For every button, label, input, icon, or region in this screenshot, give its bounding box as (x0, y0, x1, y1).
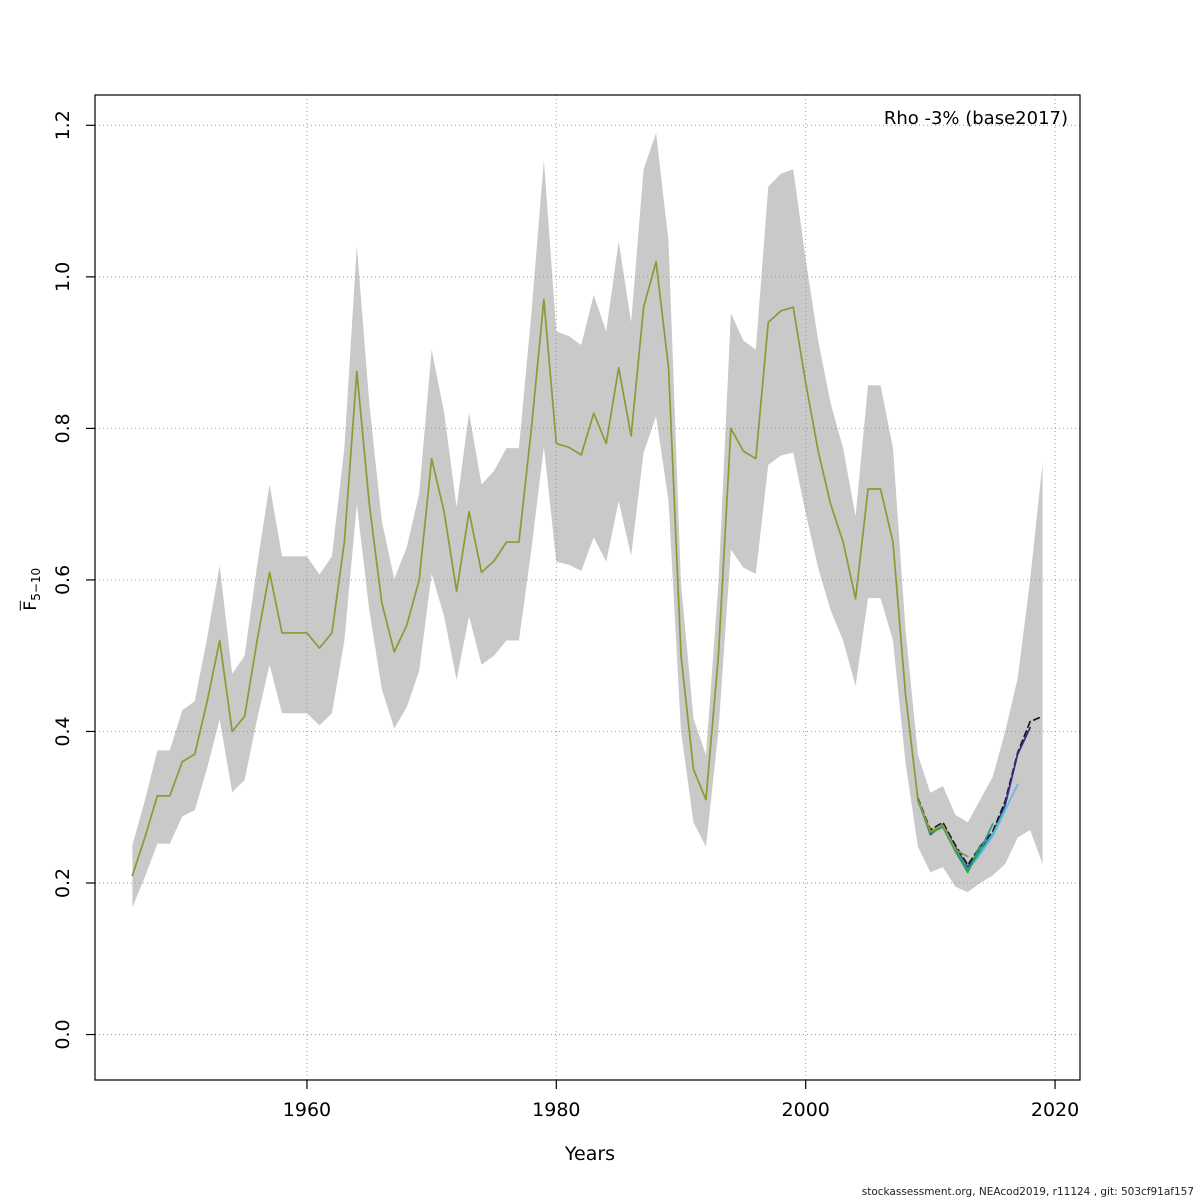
y-axis-label-subscript: 5−10 (29, 567, 44, 601)
x-axis-label: Years (564, 1143, 616, 1165)
y-tick-label: 0.4 (52, 716, 74, 746)
x-tick-label: 2000 (782, 1099, 830, 1121)
y-tick-label: 0.6 (52, 565, 74, 595)
y-tick-label: 0.8 (52, 413, 74, 443)
y-axis-label: F5−10 (21, 529, 43, 649)
chart-title: Rho -3% (base2017) (883, 108, 1068, 129)
y-tick-label: 0.0 (52, 1019, 74, 1049)
y-tick-label: 0.2 (52, 868, 74, 898)
plot-border (94, 94, 1081, 1081)
confidence-band (132, 132, 1043, 908)
x-tick-label: 2020 (1031, 1099, 1079, 1121)
footer-credit: stockassessment.org, NEAcod2019, r11124 … (861, 1186, 1194, 1198)
y-axis-label-symbol: F (20, 600, 41, 611)
x-tick-label: 1960 (283, 1099, 331, 1121)
series-base-2013 (131, 260, 969, 877)
y-tick-label: 1.2 (52, 110, 74, 140)
y-tick-label: 1.0 (52, 262, 74, 292)
x-tick-label: 1980 (532, 1099, 580, 1121)
